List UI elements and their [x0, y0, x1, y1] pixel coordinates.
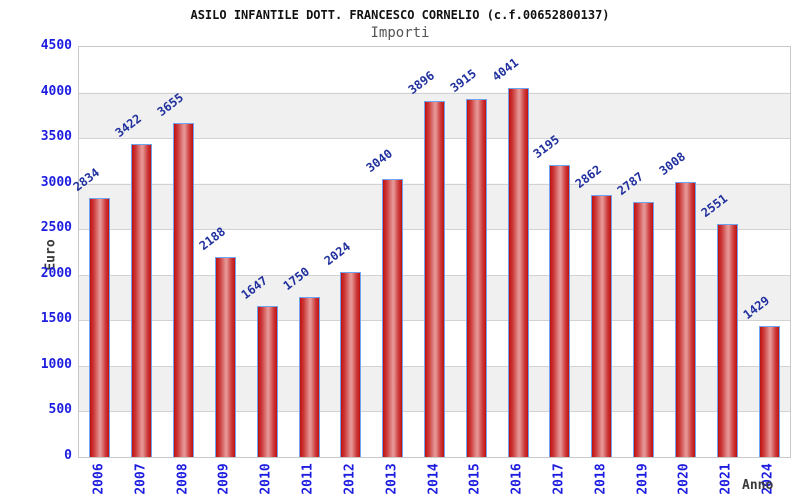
x-tick-label: 2021 [718, 463, 734, 495]
bar [215, 257, 236, 457]
y-tick-label: 4500 [40, 38, 72, 53]
bar [717, 224, 738, 457]
bar [549, 165, 570, 457]
y-tick-label: 3000 [40, 174, 72, 190]
x-axis-title: Anno [742, 478, 774, 493]
bar [257, 306, 278, 457]
x-tick-label: 2011 [300, 463, 316, 495]
x-tick-label: 2006 [91, 463, 107, 495]
x-tick-label: 2020 [676, 463, 692, 495]
bar [131, 144, 152, 457]
y-tick-label: 1500 [40, 311, 72, 327]
bar [675, 182, 696, 457]
y-tick-label: 500 [48, 402, 72, 418]
bar [382, 179, 403, 457]
y-tick-label: 0 [64, 448, 72, 463]
x-tick-label: 2019 [635, 463, 651, 495]
bar [89, 198, 110, 457]
bar [633, 202, 654, 457]
x-tick-label: 2012 [342, 463, 358, 495]
y-tick-label: 1000 [40, 356, 72, 372]
x-tick-label: 2015 [467, 463, 483, 495]
chart-subtitle: Importi [370, 25, 430, 41]
y-tick-label: 3500 [40, 129, 72, 145]
x-tick-label: 2008 [175, 463, 191, 495]
x-tick-label: 2014 [426, 463, 441, 495]
bar [424, 101, 445, 457]
x-tick-label: 2017 [551, 463, 567, 495]
bar [340, 272, 361, 457]
x-tick-label: 2009 [216, 463, 232, 495]
bar [173, 123, 194, 457]
bar [759, 326, 780, 457]
plot-area [78, 46, 791, 458]
gridline [79, 92, 790, 94]
x-tick-label: 2010 [258, 463, 274, 495]
y-tick-label: 2500 [40, 220, 72, 236]
y-tick-label: 2000 [40, 265, 72, 281]
x-tick-label: 2016 [509, 463, 525, 495]
bar [508, 88, 529, 457]
bar [591, 195, 612, 457]
y-tick-label: 4000 [40, 83, 72, 99]
x-tick-label: 2007 [133, 463, 149, 495]
bar [299, 297, 320, 457]
x-tick-label: 2018 [593, 463, 609, 495]
chart-title: ASILO INFANTILE DOTT. FRANCESCO CORNELIO… [190, 8, 610, 22]
bar [466, 99, 487, 457]
x-tick-label: 2013 [384, 463, 400, 495]
